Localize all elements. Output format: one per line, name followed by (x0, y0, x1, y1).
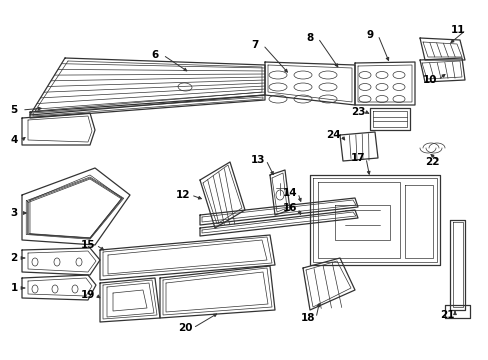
Text: 22: 22 (424, 157, 438, 167)
Text: 16: 16 (282, 203, 297, 213)
Text: 15: 15 (81, 240, 95, 250)
Text: 1: 1 (10, 283, 18, 293)
Text: 20: 20 (177, 323, 192, 333)
Text: 8: 8 (306, 33, 313, 43)
Text: 11: 11 (450, 25, 464, 35)
Text: 24: 24 (325, 130, 340, 140)
Text: 12: 12 (175, 190, 190, 200)
Text: 19: 19 (81, 290, 95, 300)
Text: 10: 10 (422, 75, 436, 85)
Text: 13: 13 (250, 155, 264, 165)
Text: 14: 14 (282, 188, 297, 198)
Text: 17: 17 (350, 153, 365, 163)
Text: 7: 7 (251, 40, 258, 50)
Text: 23: 23 (350, 107, 365, 117)
Text: 4: 4 (10, 135, 18, 145)
Text: 3: 3 (10, 208, 18, 218)
Text: 18: 18 (300, 313, 315, 323)
Text: 2: 2 (10, 253, 18, 263)
Text: 21: 21 (439, 310, 453, 320)
Text: 9: 9 (366, 30, 373, 40)
Text: 5: 5 (10, 105, 18, 115)
Text: 6: 6 (151, 50, 158, 60)
